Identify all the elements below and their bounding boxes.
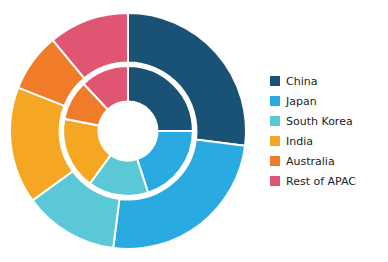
legend-swatch	[270, 76, 280, 86]
ring	[10, 13, 246, 249]
legend-swatch	[270, 176, 280, 186]
legend: China Japan South Korea India Australia Rest …	[270, 75, 356, 188]
legend-swatch	[270, 136, 280, 146]
legend-item: India	[270, 135, 313, 148]
legend-item: Japan	[270, 95, 317, 108]
legend-item: Rest of APAC	[270, 175, 356, 188]
legend-item: South Korea	[270, 115, 353, 128]
legend-label: Rest of APAC	[286, 175, 356, 188]
donut	[10, 13, 246, 249]
legend-label: Australia	[286, 155, 335, 168]
legend-label: India	[286, 135, 313, 148]
ring	[63, 66, 193, 196]
arc	[128, 13, 246, 146]
legend-item: Australia	[270, 155, 335, 168]
arc	[84, 66, 128, 109]
arc	[63, 119, 111, 184]
legend-label: Japan	[285, 95, 317, 108]
legend-label: South Korea	[286, 115, 353, 128]
legend-swatch	[270, 96, 280, 106]
arc	[128, 66, 193, 131]
legend-label: China	[286, 75, 317, 88]
chart-root: China Japan South Korea India Australia Rest …	[0, 0, 388, 262]
legend-item: China	[270, 75, 317, 88]
legend-swatch	[270, 116, 280, 126]
legend-swatch	[270, 156, 280, 166]
